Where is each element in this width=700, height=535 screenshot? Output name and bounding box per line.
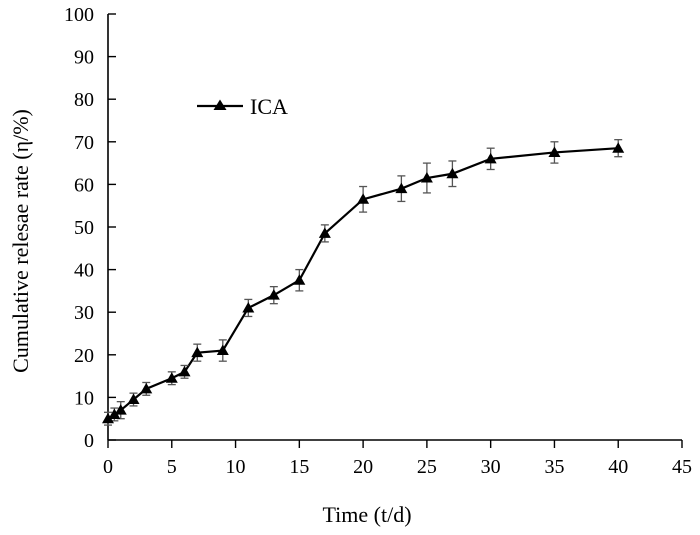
- data-point-marker: [242, 301, 255, 313]
- x-tick-label: 0: [103, 456, 113, 478]
- y-tick-label: 60: [74, 174, 94, 196]
- data-point-marker: [108, 408, 121, 419]
- x-tick-label: 35: [544, 456, 564, 478]
- data-point-marker: [127, 393, 140, 405]
- data-point-marker: [178, 365, 191, 377]
- y-tick-label: 30: [74, 302, 94, 324]
- y-tick-label: 90: [74, 47, 94, 69]
- y-tick-label: 10: [74, 387, 94, 409]
- legend-label-ica: ICA: [250, 94, 288, 119]
- data-point-marker: [318, 227, 331, 238]
- data-point-marker: [191, 346, 204, 358]
- data-point-marker: [612, 142, 625, 153]
- y-tick-label: 70: [74, 132, 94, 154]
- x-tick-label: 5: [167, 456, 177, 478]
- data-point-marker: [267, 289, 280, 300]
- x-axis-title: Time (t/d): [322, 502, 411, 527]
- data-point-marker: [548, 146, 561, 157]
- data-point-marker: [165, 372, 178, 383]
- x-tick-label: 20: [353, 456, 373, 478]
- x-tick-label: 15: [289, 456, 309, 478]
- data-point-marker: [114, 404, 127, 415]
- legend-marker-triangle: [213, 99, 227, 110]
- data-point-marker: [216, 344, 229, 356]
- x-tick-label: 45: [672, 456, 692, 478]
- y-axis-title: Cumulative relesae rate (η/%): [8, 109, 33, 373]
- y-tick-label: 0: [84, 430, 94, 452]
- x-tick-label: 30: [481, 456, 501, 478]
- y-tick-label: 80: [74, 89, 94, 111]
- y-axis: 0 10 20 30 40 50 60 70 80 90 100: [64, 4, 116, 452]
- x-tick-label: 40: [608, 456, 628, 478]
- data-point-marker: [420, 172, 433, 183]
- data-point-marker: [293, 274, 306, 285]
- series-ica: [102, 139, 625, 426]
- x-tick-label: 25: [417, 456, 437, 478]
- data-point-marker: [102, 412, 114, 424]
- x-axis: 0 5 10 15 20 25 30 35 40 45: [103, 439, 692, 478]
- data-point-marker: [484, 152, 497, 164]
- data-point-marker: [446, 167, 459, 179]
- data-point-marker: [395, 182, 408, 194]
- legend: ICA: [197, 94, 288, 119]
- y-tick-label: 40: [74, 260, 94, 282]
- y-tick-label: 100: [64, 4, 94, 26]
- y-tick-label: 50: [74, 217, 94, 239]
- data-point-marker: [357, 193, 370, 204]
- y-tick-label: 20: [74, 345, 94, 367]
- x-tick-label: 10: [226, 456, 246, 478]
- data-point-marker: [140, 382, 153, 394]
